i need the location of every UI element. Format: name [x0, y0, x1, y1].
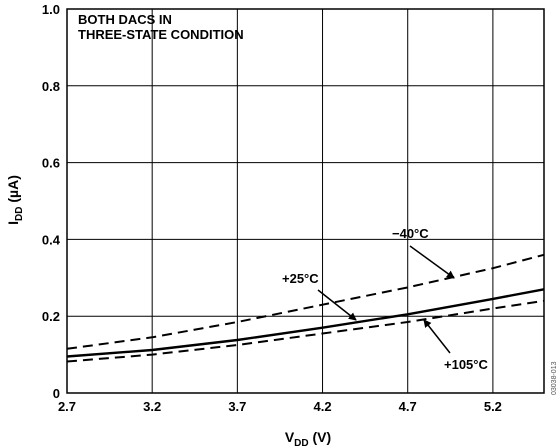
condition-note-line-2: THREE-STATE CONDITION	[78, 27, 244, 42]
series-line-plus105c	[66, 299, 545, 363]
series-label-plus25: +25°C	[282, 271, 319, 286]
figure-code: 03038-013	[551, 361, 558, 395]
series-line-minus40c	[66, 253, 545, 350]
series-label-minus40: −40°C	[392, 226, 429, 241]
x-tick-label: 3.7	[228, 399, 246, 414]
series-label-plus105: +105°C	[444, 357, 488, 372]
x-tick-label: 5.2	[484, 399, 502, 414]
arrow-minus40	[409, 245, 455, 279]
condition-note-line-1: BOTH DACS IN	[78, 12, 172, 27]
series-lines	[66, 253, 545, 363]
arrow-plus25	[317, 289, 357, 321]
y-tick-label: 0	[53, 386, 60, 401]
y-tick-label: 0.2	[42, 309, 60, 324]
arrow-plus105	[423, 319, 451, 354]
tick-labels: 2.7 3.2 3.7 4.2 4.7 5.2 0 0.2 0.4 0.6 0.8 1.0	[42, 2, 502, 414]
x-tick-label: 3.2	[143, 399, 161, 414]
series-line-plus25c	[66, 288, 545, 358]
x-tick-label: 4.7	[399, 399, 417, 414]
y-tick-label: 0.4	[42, 232, 61, 247]
x-axis-label: VDD (V)	[285, 429, 331, 448]
x-tick-label: 2.7	[58, 399, 76, 414]
grid-lines	[67, 9, 544, 393]
y-tick-label: 0.8	[42, 79, 60, 94]
y-axis-label: IDD (µA)	[5, 175, 25, 225]
y-tick-label: 1.0	[42, 2, 60, 17]
y-tick-label: 0.6	[42, 156, 60, 171]
plot-frame	[66, 8, 545, 394]
x-tick-label: 4.2	[313, 399, 331, 414]
condition-note: BOTH DACS IN THREE-STATE CONDITION	[78, 12, 244, 42]
